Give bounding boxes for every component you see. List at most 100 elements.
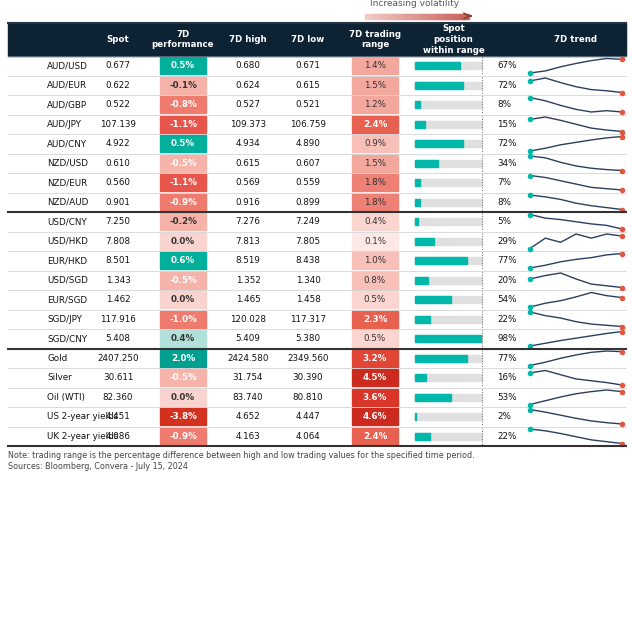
Bar [432,14,434,19]
Bar [456,14,458,19]
Bar [401,14,403,19]
Bar [352,233,398,249]
Bar [415,297,451,303]
Text: 77%: 77% [497,256,516,266]
Text: -0.5%: -0.5% [169,158,197,168]
Text: 4.934: 4.934 [236,139,260,148]
Text: 0.559: 0.559 [296,178,320,188]
Bar [382,14,384,19]
Bar [160,409,206,425]
Text: Spot: Spot [107,35,130,44]
Text: 53%: 53% [497,392,516,402]
Text: 72%: 72% [497,139,516,148]
Text: 0.607: 0.607 [296,158,320,168]
Text: 7D trend: 7D trend [554,35,597,44]
Text: 5.409: 5.409 [236,334,260,344]
Bar [415,14,417,19]
Text: 77%: 77% [497,353,516,363]
Bar [410,14,412,19]
Bar [439,14,440,19]
Text: 15%: 15% [497,119,516,129]
Text: 0.6%: 0.6% [171,256,195,266]
Text: AUD/GBP: AUD/GBP [47,100,87,109]
Bar [415,180,482,186]
Text: NZD/AUD: NZD/AUD [47,197,88,207]
Bar [450,14,452,19]
Text: Sources: Bloomberg, Convera - July 15, 2024: Sources: Bloomberg, Convera - July 15, 2… [8,462,188,471]
Bar [352,116,398,132]
Bar [415,219,418,225]
Bar [375,14,377,19]
Bar [415,199,482,206]
Bar [415,335,482,342]
Text: AUD/JPY: AUD/JPY [47,119,82,129]
Text: 29%: 29% [497,236,516,246]
Bar [422,14,423,19]
Bar [415,199,420,206]
Text: EUR/HKD: EUR/HKD [47,256,87,266]
Text: -0.5%: -0.5% [169,373,197,383]
Bar [352,194,398,210]
Text: 1.0%: 1.0% [364,256,386,266]
Text: 82.360: 82.360 [103,392,133,402]
Bar [404,14,405,19]
Bar [373,14,375,19]
Text: Gold: Gold [47,353,67,363]
Text: 0.680: 0.680 [236,61,260,70]
Text: 80.810: 80.810 [293,392,324,402]
Bar [160,428,206,444]
Bar [396,14,398,19]
Text: Increasing volatility: Increasing volatility [370,0,459,8]
Bar [415,316,430,322]
Text: 1.352: 1.352 [236,275,260,285]
Text: 0.5%: 0.5% [364,295,386,305]
Text: 1.462: 1.462 [106,295,130,305]
Bar [8,212,626,232]
Bar [466,14,468,19]
Bar [352,409,398,425]
Bar [415,102,482,108]
Text: Oil (WTI): Oil (WTI) [47,392,85,402]
Text: NZD/EUR: NZD/EUR [47,178,87,188]
Text: 0.4%: 0.4% [171,334,195,344]
Bar [8,251,626,271]
Bar [8,426,626,446]
Bar [446,14,448,19]
Text: -3.8%: -3.8% [169,412,197,422]
Text: 7.250: 7.250 [106,217,130,227]
Bar [394,14,396,19]
Text: 5.380: 5.380 [295,334,320,344]
Bar [415,335,481,342]
Bar [379,14,381,19]
Bar [160,135,206,152]
Text: -0.9%: -0.9% [169,197,197,207]
Bar [415,258,466,264]
Bar [370,14,372,19]
Text: 0.901: 0.901 [106,197,130,207]
Text: 1.4%: 1.4% [364,61,386,70]
Bar [372,14,374,19]
Bar [415,394,451,400]
Bar [380,14,382,19]
Text: 72%: 72% [497,80,516,90]
Bar [352,370,398,386]
Bar [459,14,461,19]
Text: 0.615: 0.615 [236,158,260,168]
Bar [415,238,482,245]
Bar [374,14,376,19]
Text: AUD/EUR: AUD/EUR [47,80,87,90]
Text: 7.813: 7.813 [236,236,260,246]
Text: USD/HKD: USD/HKD [47,236,88,246]
Bar [8,271,626,290]
Text: 1.2%: 1.2% [364,100,386,109]
Text: 34%: 34% [497,158,516,168]
Text: 7.808: 7.808 [106,236,131,246]
Text: AUD/USD: AUD/USD [47,61,88,70]
Bar [8,310,626,329]
Text: 0.0%: 0.0% [171,295,195,305]
Bar [447,14,449,19]
Bar [415,141,463,147]
Bar [428,14,430,19]
Bar [408,14,410,19]
Bar [415,180,420,186]
